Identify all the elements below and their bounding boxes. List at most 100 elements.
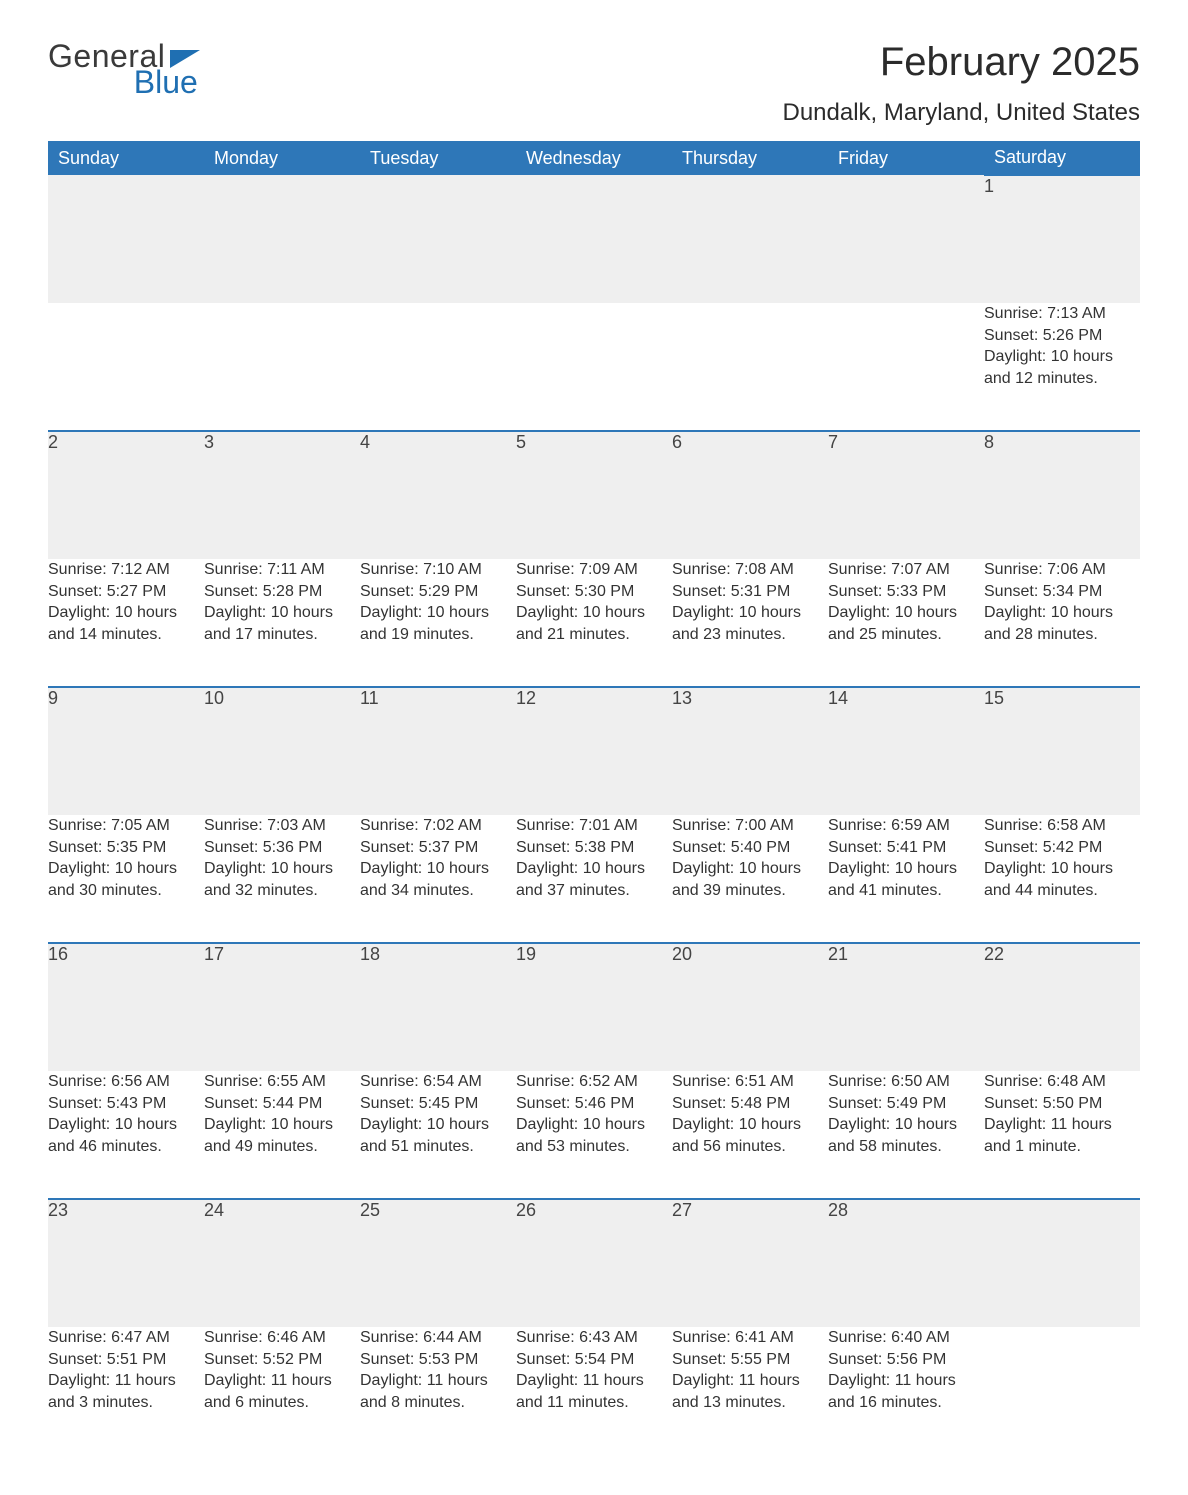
day-number-cell: 7 xyxy=(828,431,984,559)
day-cell: Sunrise: 6:40 AMSunset: 5:56 PMDaylight:… xyxy=(828,1327,984,1455)
day-number-cell: 27 xyxy=(672,1199,828,1327)
sunset-text: Sunset: 5:27 PM xyxy=(48,581,204,603)
weekday-header: Saturday xyxy=(984,141,1140,175)
sunset-text: Sunset: 5:56 PM xyxy=(828,1349,984,1371)
day-number-cell xyxy=(360,175,516,303)
day-number-cell xyxy=(828,175,984,303)
sunset-text: Sunset: 5:31 PM xyxy=(672,581,828,603)
day-cell: Sunrise: 7:01 AMSunset: 5:38 PMDaylight:… xyxy=(516,815,672,943)
day-cell xyxy=(48,303,204,431)
sunset-text: Sunset: 5:41 PM xyxy=(828,837,984,859)
daylight-text: Daylight: 10 hours and 44 minutes. xyxy=(984,858,1140,901)
sunset-text: Sunset: 5:55 PM xyxy=(672,1349,828,1371)
day-number-cell: 2 xyxy=(48,431,204,559)
sunset-text: Sunset: 5:40 PM xyxy=(672,837,828,859)
day-body-row: Sunrise: 7:13 AMSunset: 5:26 PMDaylight:… xyxy=(48,303,1140,431)
sunset-text: Sunset: 5:42 PM xyxy=(984,837,1140,859)
sunset-text: Sunset: 5:35 PM xyxy=(48,837,204,859)
daynum-row: 9101112131415 xyxy=(48,687,1140,815)
daylight-text: Daylight: 10 hours and 19 minutes. xyxy=(360,602,516,645)
day-cell: Sunrise: 6:56 AMSunset: 5:43 PMDaylight:… xyxy=(48,1071,204,1199)
day-number-cell: 11 xyxy=(360,687,516,815)
day-number-cell: 10 xyxy=(204,687,360,815)
daylight-text: Daylight: 10 hours and 58 minutes. xyxy=(828,1114,984,1157)
day-number-cell: 18 xyxy=(360,943,516,1071)
sunset-text: Sunset: 5:33 PM xyxy=(828,581,984,603)
sunset-text: Sunset: 5:37 PM xyxy=(360,837,516,859)
sunset-text: Sunset: 5:45 PM xyxy=(360,1093,516,1115)
day-cell xyxy=(828,303,984,431)
daylight-text: Daylight: 10 hours and 12 minutes. xyxy=(984,346,1140,389)
sunrise-text: Sunrise: 6:54 AM xyxy=(360,1071,516,1093)
day-number-cell xyxy=(204,175,360,303)
sunset-text: Sunset: 5:38 PM xyxy=(516,837,672,859)
day-number-cell: 15 xyxy=(984,687,1140,815)
day-cell: Sunrise: 7:13 AMSunset: 5:26 PMDaylight:… xyxy=(984,303,1140,431)
day-number-cell: 20 xyxy=(672,943,828,1071)
day-number-cell: 26 xyxy=(516,1199,672,1327)
day-number-cell: 6 xyxy=(672,431,828,559)
sunrise-text: Sunrise: 6:50 AM xyxy=(828,1071,984,1093)
day-cell: Sunrise: 6:44 AMSunset: 5:53 PMDaylight:… xyxy=(360,1327,516,1455)
calendar-table: Sunday Monday Tuesday Wednesday Thursday… xyxy=(48,141,1140,1455)
sunrise-text: Sunrise: 6:43 AM xyxy=(516,1327,672,1349)
sunset-text: Sunset: 5:50 PM xyxy=(984,1093,1140,1115)
day-number-cell xyxy=(672,175,828,303)
sunrise-text: Sunrise: 6:51 AM xyxy=(672,1071,828,1093)
sunrise-text: Sunrise: 7:03 AM xyxy=(204,815,360,837)
sunrise-text: Sunrise: 7:11 AM xyxy=(204,559,360,581)
day-cell xyxy=(360,303,516,431)
day-number-cell xyxy=(516,175,672,303)
day-cell: Sunrise: 6:55 AMSunset: 5:44 PMDaylight:… xyxy=(204,1071,360,1199)
day-number-cell: 12 xyxy=(516,687,672,815)
day-cell: Sunrise: 7:03 AMSunset: 5:36 PMDaylight:… xyxy=(204,815,360,943)
day-number-cell: 16 xyxy=(48,943,204,1071)
daylight-text: Daylight: 11 hours and 13 minutes. xyxy=(672,1370,828,1413)
day-cell: Sunrise: 6:59 AMSunset: 5:41 PMDaylight:… xyxy=(828,815,984,943)
daylight-text: Daylight: 10 hours and 39 minutes. xyxy=(672,858,828,901)
daylight-text: Daylight: 10 hours and 28 minutes. xyxy=(984,602,1140,645)
sunset-text: Sunset: 5:48 PM xyxy=(672,1093,828,1115)
sunset-text: Sunset: 5:49 PM xyxy=(828,1093,984,1115)
day-cell xyxy=(516,303,672,431)
day-body-row: Sunrise: 6:47 AMSunset: 5:51 PMDaylight:… xyxy=(48,1327,1140,1455)
day-number-cell: 25 xyxy=(360,1199,516,1327)
daylight-text: Daylight: 10 hours and 41 minutes. xyxy=(828,858,984,901)
sunrise-text: Sunrise: 7:05 AM xyxy=(48,815,204,837)
daylight-text: Daylight: 10 hours and 53 minutes. xyxy=(516,1114,672,1157)
daylight-text: Daylight: 10 hours and 51 minutes. xyxy=(360,1114,516,1157)
page-title: February 2025 xyxy=(782,40,1140,85)
sunrise-text: Sunrise: 7:02 AM xyxy=(360,815,516,837)
weekday-header: Monday xyxy=(204,141,360,175)
day-number-cell: 14 xyxy=(828,687,984,815)
day-number-cell: 19 xyxy=(516,943,672,1071)
sunrise-text: Sunrise: 7:12 AM xyxy=(48,559,204,581)
sunrise-text: Sunrise: 6:56 AM xyxy=(48,1071,204,1093)
day-cell: Sunrise: 6:41 AMSunset: 5:55 PMDaylight:… xyxy=(672,1327,828,1455)
weekday-header: Tuesday xyxy=(360,141,516,175)
daylight-text: Daylight: 10 hours and 21 minutes. xyxy=(516,602,672,645)
header: General Blue February 2025 Dundalk, Mary… xyxy=(48,40,1140,137)
day-cell: Sunrise: 7:10 AMSunset: 5:29 PMDaylight:… xyxy=(360,559,516,687)
location-label: Dundalk, Maryland, United States xyxy=(782,99,1140,127)
daynum-row: 16171819202122 xyxy=(48,943,1140,1071)
daylight-text: Daylight: 11 hours and 16 minutes. xyxy=(828,1370,984,1413)
logo-text: General Blue xyxy=(48,40,200,98)
sunrise-text: Sunrise: 6:41 AM xyxy=(672,1327,828,1349)
sunrise-text: Sunrise: 7:06 AM xyxy=(984,559,1140,581)
day-cell: Sunrise: 7:09 AMSunset: 5:30 PMDaylight:… xyxy=(516,559,672,687)
sunset-text: Sunset: 5:34 PM xyxy=(984,581,1140,603)
day-body-row: Sunrise: 7:05 AMSunset: 5:35 PM Daylight:… xyxy=(48,815,1140,943)
sunrise-text: Sunrise: 7:09 AM xyxy=(516,559,672,581)
day-cell: Sunrise: 7:02 AMSunset: 5:37 PMDaylight:… xyxy=(360,815,516,943)
sunrise-text: Sunrise: 7:10 AM xyxy=(360,559,516,581)
day-cell xyxy=(204,303,360,431)
sunrise-text: Sunrise: 7:01 AM xyxy=(516,815,672,837)
day-cell: Sunrise: 7:08 AMSunset: 5:31 PMDaylight:… xyxy=(672,559,828,687)
daynum-row: 1 xyxy=(48,175,1140,303)
day-body-row: Sunrise: 7:12 AMSunset: 5:27 PM Daylight:… xyxy=(48,559,1140,687)
sunset-text: Sunset: 5:46 PM xyxy=(516,1093,672,1115)
day-cell: Sunrise: 6:43 AMSunset: 5:54 PMDaylight:… xyxy=(516,1327,672,1455)
weekday-header: Wednesday xyxy=(516,141,672,175)
daylight-text: Daylight: 10 hours and 23 minutes. xyxy=(672,602,828,645)
